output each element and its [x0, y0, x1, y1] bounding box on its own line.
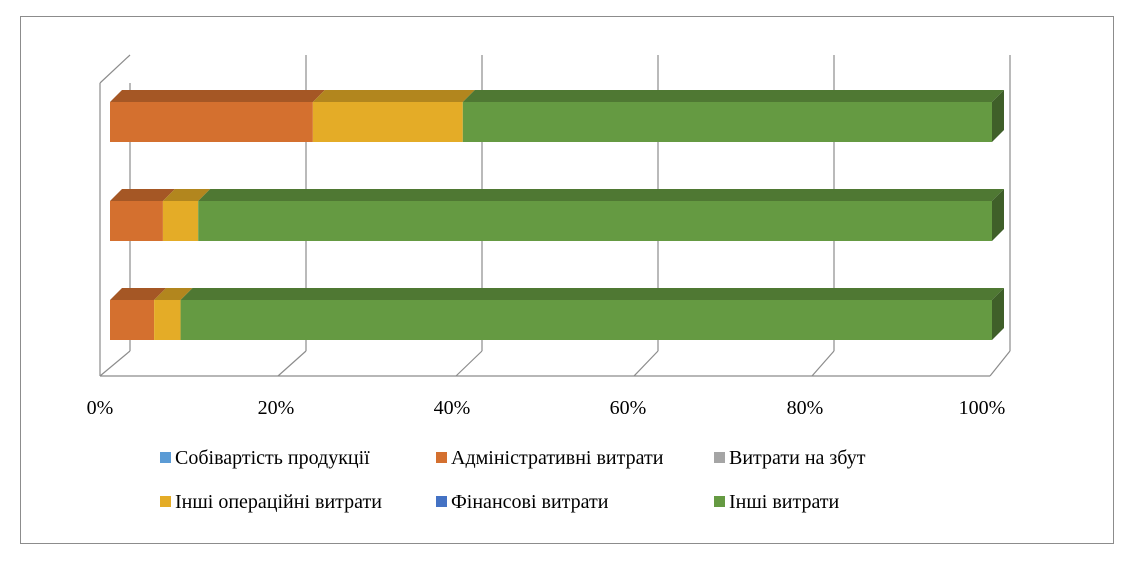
bar-segment-side	[992, 288, 1004, 340]
bar-segment-top	[110, 288, 167, 300]
legend-label: Собівартість продукції	[175, 447, 370, 469]
legend: Собівартість продукції Адміністративні ви…	[160, 447, 866, 513]
x-tick-label: 80%	[787, 397, 824, 419]
bar-segment	[462, 102, 992, 142]
bar-segment	[110, 201, 163, 241]
bar-segment-top	[180, 288, 1004, 300]
legend-label: Інші операційні витрати	[175, 491, 382, 513]
bar-segment	[154, 300, 181, 340]
gridline-floor	[455, 350, 483, 377]
gridline-floor	[811, 350, 835, 377]
legend-label: Фінансові витрати	[451, 491, 609, 513]
bar-segment-top	[162, 189, 211, 201]
x-tick-label: 60%	[610, 397, 647, 419]
legend-label: Витрати на збут	[729, 447, 866, 469]
bar-segment	[198, 201, 992, 241]
x-tick-label: 20%	[258, 397, 295, 419]
legend-swatch	[436, 496, 447, 507]
bar-segment-side	[992, 90, 1004, 142]
legend-swatch	[160, 452, 171, 463]
x-tick-label: 40%	[434, 397, 471, 419]
legend-swatch	[714, 452, 725, 463]
legend-label: Адміністративні витрати	[451, 447, 664, 469]
bar-segment-top	[110, 189, 175, 201]
bar-segment	[312, 102, 463, 142]
legend-swatch	[436, 452, 447, 463]
bar-segment-top	[198, 189, 1004, 201]
legend-label: Інші витрати	[729, 491, 840, 513]
gridline-floor	[99, 350, 131, 377]
bars-layer	[110, 90, 1004, 340]
bar-segment-top	[462, 90, 1004, 102]
bar-segment-top	[110, 90, 325, 102]
legend-swatch	[714, 496, 725, 507]
wall-edge	[99, 54, 131, 84]
bar-segment	[110, 102, 313, 142]
x-tick-label: 0%	[87, 397, 114, 419]
gridline-floor	[989, 350, 1011, 377]
legend-swatch	[160, 496, 171, 507]
bar-segment-side	[992, 189, 1004, 241]
x-axis-ticks: 0% 20% 40% 60% 80% 100%	[87, 397, 1006, 419]
bar-segment	[110, 300, 155, 340]
gridline-floor	[277, 350, 307, 377]
bar-segment-top	[154, 288, 193, 300]
gridline-floor	[633, 350, 659, 377]
x-tick-label: 100%	[959, 397, 1006, 419]
bar-segment-top	[312, 90, 475, 102]
bar-segment	[180, 300, 992, 340]
bar-segment	[162, 201, 199, 241]
